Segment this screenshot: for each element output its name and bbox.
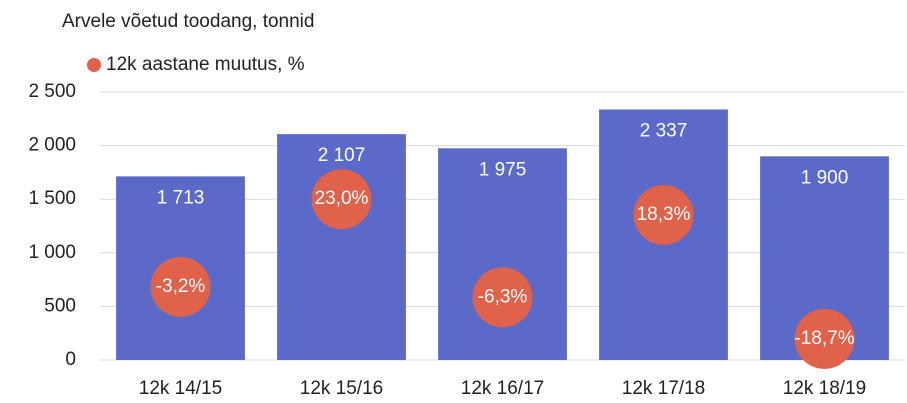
change-marker	[150, 256, 211, 317]
y-tick-label: 500	[44, 295, 76, 316]
change-marker	[472, 267, 533, 328]
change-marker	[311, 169, 372, 230]
y-tick-label: 2 500	[28, 81, 76, 102]
x-tick-label: 12k 16/17	[461, 378, 544, 399]
change-value-label: 23,0%	[315, 188, 369, 209]
x-tick-label: 12k 17/18	[622, 378, 705, 399]
change-value-label: -3,2%	[156, 276, 206, 297]
x-tick-label: 12k 15/16	[300, 378, 383, 399]
y-tick-label: 1 000	[28, 242, 76, 263]
x-tick-label: 12k 18/19	[783, 378, 866, 399]
x-tick-label: 12k 14/15	[139, 378, 222, 399]
y-tick-label: 1 500	[28, 188, 76, 209]
bar	[277, 134, 406, 360]
change-marker	[633, 184, 694, 245]
bar-value-label: 1 975	[479, 159, 527, 180]
bar-value-label: 1 900	[801, 167, 849, 188]
bar-value-label: 2 107	[318, 145, 366, 166]
chart-title: Arvele võetud toodang, tonnid	[62, 11, 314, 32]
bar-value-label: 1 713	[157, 187, 205, 208]
change-value-label: -6,3%	[478, 286, 528, 307]
bar-value-label: 2 337	[640, 120, 688, 141]
change-marker	[794, 308, 855, 369]
change-value-label: 18,3%	[637, 204, 691, 225]
change-value-label: -18,7%	[794, 328, 854, 349]
legend-marker	[87, 58, 101, 72]
legend-label: 12k aastane muutus, %	[106, 54, 305, 75]
y-tick-label: 0	[65, 349, 76, 370]
y-tick-label: 2 000	[28, 135, 76, 156]
